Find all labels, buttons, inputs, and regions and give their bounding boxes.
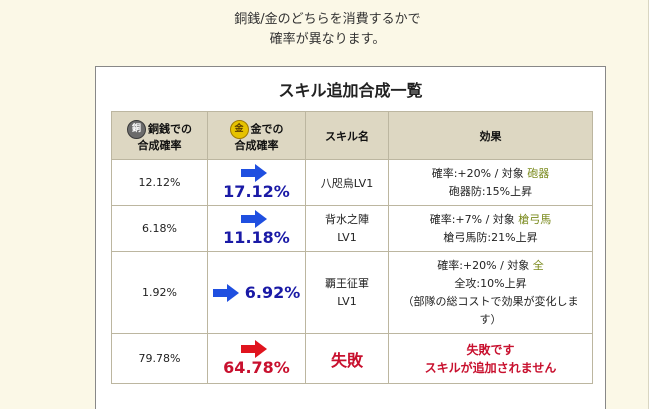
effect-target: 槍弓馬 xyxy=(518,212,552,226)
copper-rate-cell: 1.92% xyxy=(111,251,208,334)
table-row: 79.78% 64.78% 失敗 失敗です スキルが追加されません xyxy=(111,333,593,384)
header-gold-line1: 金での xyxy=(250,122,284,135)
fail-detail: スキルが追加されません xyxy=(424,360,557,375)
effect-detail: 砲器防:15%上昇 xyxy=(448,184,533,198)
gold-rate-cell: 17.12% xyxy=(207,159,306,206)
arrow-right-icon xyxy=(212,283,239,302)
skill-level: LV1 xyxy=(337,230,357,244)
skill-level: LV1 xyxy=(337,294,357,308)
arrow-right-icon xyxy=(240,164,267,182)
fail-message: 失敗です xyxy=(466,342,515,357)
effect-cell: 失敗です スキルが追加されません xyxy=(388,333,593,384)
gold-rate-value: 11.18% xyxy=(223,228,290,247)
intro-line-2: 確率が異なります。 xyxy=(269,32,386,47)
effect-note-end: す） xyxy=(479,312,502,326)
effect-rate: 確率:+7% / 対象 xyxy=(429,212,519,226)
gold-rate-cell: 6.92% xyxy=(207,251,306,334)
skill-name: 背水之陣 xyxy=(325,212,369,226)
effect-cell: 確率:+20% / 対象 全 全攻:10%上昇 （部隊の総コストで効果が変化しま… xyxy=(388,251,593,334)
copper-rate-cell: 6.18% xyxy=(111,205,208,252)
gold-rate-value: 64.78% xyxy=(223,358,290,377)
effect-rate: 確率:+20% / 対象 xyxy=(431,166,528,180)
intro-line-1: 銅銭/金のどちらを消費するかで xyxy=(234,12,421,27)
effect-cell: 確率:+20% / 対象 砲器 砲器防:15%上昇 xyxy=(388,159,593,206)
skill-name-cell: 覇王征軍 LV1 xyxy=(305,251,389,334)
effect-note: （部隊の総コストで効果が変化しま xyxy=(402,294,579,308)
skill-name: 八咫烏LV1 xyxy=(320,176,374,190)
window-edge xyxy=(648,0,655,409)
gold-rate-value: 6.92% xyxy=(244,283,301,302)
skill-name-cell: 八咫烏LV1 xyxy=(305,159,389,206)
gold-rate-cell: 64.78% xyxy=(207,333,306,384)
table-row: 6.18% 11.18% 背水之陣 LV1 確率:+7% / 対象 槍弓馬 槍弓… xyxy=(111,205,593,252)
fail-label: 失敗 xyxy=(330,350,363,370)
intro-text: 銅銭/金のどちらを消費するかで 確率が異なります。 xyxy=(0,10,655,50)
table-header-row: 銅銅銭での 合成確率 金金での 合成確率 スキル名 効果 xyxy=(111,111,593,160)
panel-title: スキル追加合成一覧 xyxy=(278,81,423,100)
header-effect: 効果 xyxy=(388,111,593,160)
gold-coin-icon: 金 xyxy=(229,119,249,139)
header-copper-rate: 銅銅銭での 合成確率 xyxy=(111,111,208,160)
effect-rate: 確率:+20% / 対象 xyxy=(437,258,533,272)
gold-rate-value: 17.12% xyxy=(223,182,290,201)
gold-rate-cell: 11.18% xyxy=(207,205,306,252)
skill-name-cell: 背水之陣 LV1 xyxy=(305,205,389,252)
header-gold-line2: 合成確率 xyxy=(234,138,279,152)
table-row: 1.92% 6.92% 覇王征軍 LV1 確率:+20% / 対象 全 全攻:1… xyxy=(111,251,593,334)
copper-rate-cell: 12.12% xyxy=(111,159,208,206)
copper-rate-cell: 79.78% xyxy=(111,333,208,384)
effect-detail: 槍弓馬防:21%上昇 xyxy=(443,230,538,244)
table-row: 12.12% 17.12% 八咫烏LV1 確率:+20% / 対象 砲器 砲器防… xyxy=(111,159,593,206)
effect-target: 砲器 xyxy=(527,166,550,180)
effect-detail: 全攻:10%上昇 xyxy=(454,276,527,290)
skill-name: 覇王征軍 xyxy=(325,276,369,290)
effect-cell: 確率:+7% / 対象 槍弓馬 槍弓馬防:21%上昇 xyxy=(388,205,593,252)
header-copper-line1: 銅銭での xyxy=(148,122,192,135)
synthesis-table: 銅銅銭での 合成確率 金金での 合成確率 スキル名 効果 12.12% xyxy=(111,111,593,384)
header-skill-name: スキル名 xyxy=(305,111,389,160)
header-copper-line2: 合成確率 xyxy=(137,138,182,152)
header-gold-rate: 金金での 合成確率 xyxy=(207,111,306,160)
skill-synthesis-panel: スキル追加合成一覧 銅銅銭での 合成確率 金金での 合成確率 xyxy=(95,66,606,409)
skill-name-cell: 失敗 xyxy=(305,333,389,384)
arrow-right-icon xyxy=(240,210,267,228)
copper-coin-icon: 銅 xyxy=(127,119,146,139)
arrow-right-icon xyxy=(240,340,267,358)
effect-target: 全 xyxy=(532,258,544,272)
